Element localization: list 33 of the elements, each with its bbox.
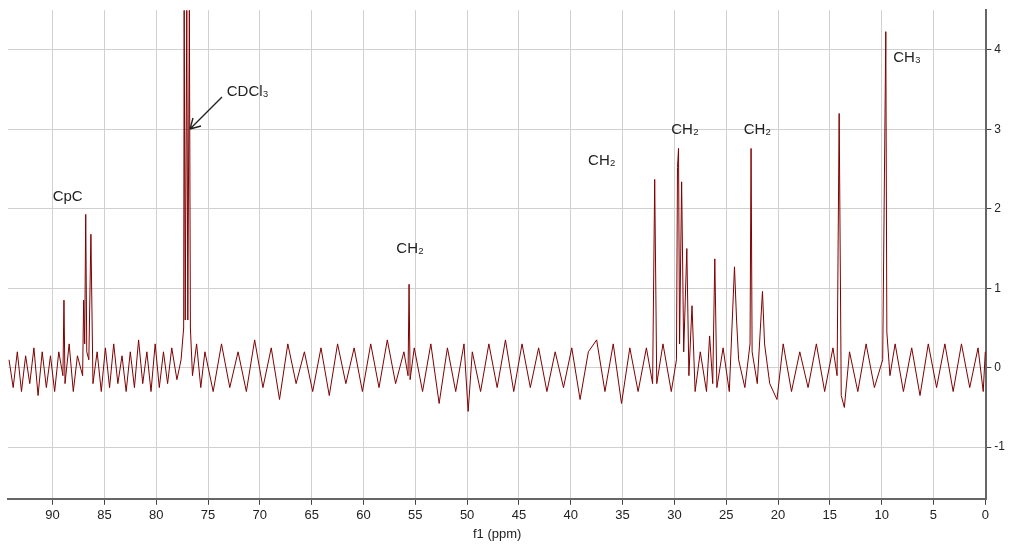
x-axis-title: f1 (ppm) — [472, 525, 522, 541]
x-tick-label: 50 — [459, 507, 475, 523]
x-tick-label: 40 — [563, 507, 578, 523]
y-tick-label: 2 — [994, 201, 1002, 216]
annotation: CpC — [52, 186, 83, 204]
x-tick-label: 75 — [200, 507, 216, 523]
x-tick-label: 65 — [304, 507, 319, 523]
annotation: CH₃ — [893, 48, 921, 66]
annotation: CH₂ — [396, 238, 425, 256]
x-tick-label: 90 — [45, 507, 60, 523]
x-tick-label: 15 — [822, 507, 838, 523]
annotation: CH₂ — [671, 119, 699, 137]
y-tick-label: 0 — [994, 360, 1002, 375]
x-tick-label: 85 — [97, 507, 112, 523]
y-tick-label: 1 — [994, 280, 1002, 295]
x-tick-label: 80 — [148, 507, 164, 523]
y-tick-label: 4 — [994, 42, 1002, 57]
x-tick-label: 25 — [718, 507, 734, 523]
annotation: CH₂ — [743, 119, 772, 137]
annotation: CDCl₃ — [226, 81, 269, 99]
x-tick-label: 55 — [408, 507, 423, 523]
x-tick-label: 20 — [770, 507, 786, 523]
x-tick-label: 10 — [874, 507, 889, 523]
x-tick-label: 70 — [252, 507, 268, 523]
x-tick-label: 0 — [981, 507, 989, 523]
annotation: CH₂ — [588, 151, 616, 169]
x-tick-label: 30 — [667, 507, 682, 523]
x-tick-label: 45 — [511, 507, 527, 523]
x-tick-label: 60 — [356, 507, 371, 523]
y-tick-label: -1 — [994, 439, 1006, 454]
x-tick-label: 5 — [929, 507, 938, 523]
x-tick-label: 35 — [615, 507, 630, 523]
y-tick-label: 3 — [994, 121, 1002, 136]
